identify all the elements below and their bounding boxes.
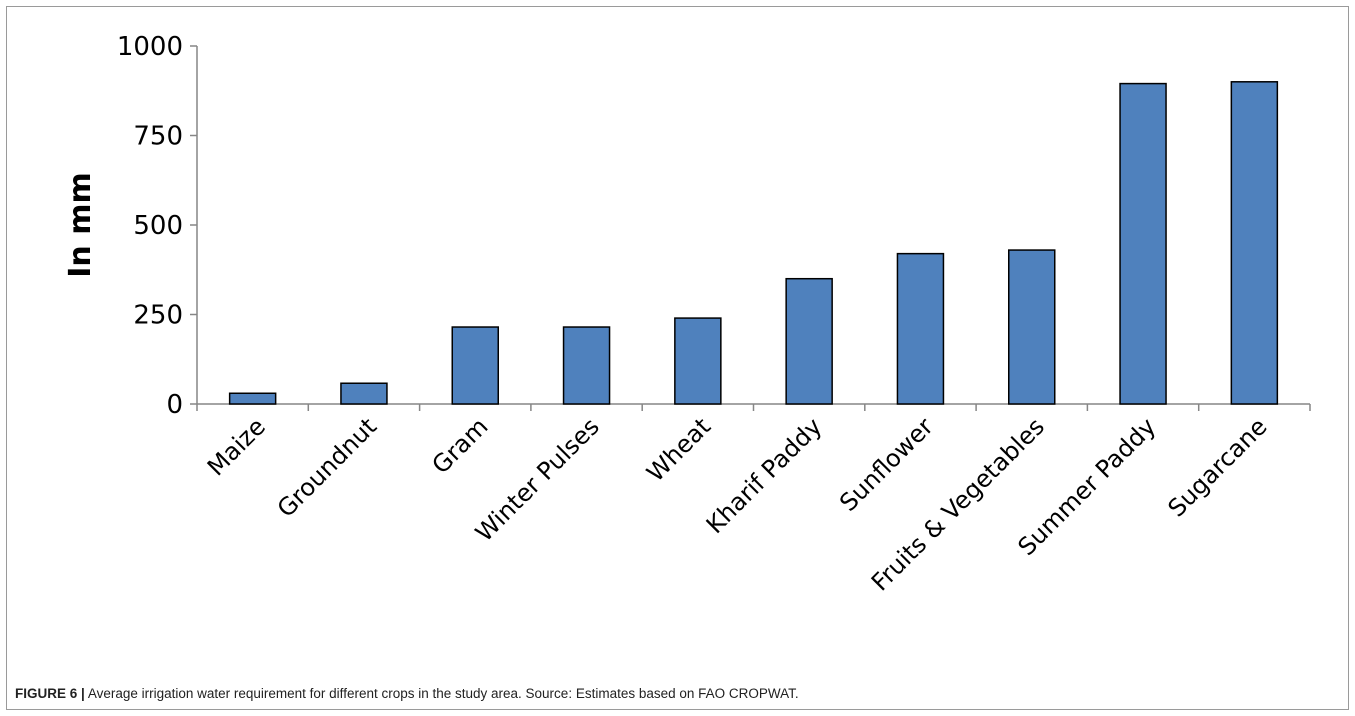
bar-4 — [562, 326, 611, 405]
bars — [228, 81, 1279, 405]
category-label: Groundnut — [272, 412, 382, 522]
bar-1 — [228, 392, 277, 405]
y-tick-label: 250 — [133, 301, 183, 331]
bar-chart: In mm 0 250 500 750 1000 Maize Groundnut Gram W… — [63, 32, 1311, 597]
x-axis — [196, 403, 1311, 411]
y-tick-label: 500 — [133, 211, 183, 241]
category-label: Maize — [202, 412, 271, 481]
figure-number: FIGURE 6 | — [15, 686, 85, 701]
category-label: Sugarcane — [1163, 412, 1273, 522]
bar-8 — [1008, 249, 1056, 405]
bar-5 — [674, 317, 722, 405]
figure-caption: FIGURE 6 | Average irrigation water requ… — [15, 686, 1335, 701]
y-tick-label: 750 — [133, 122, 183, 152]
bar-3 — [451, 326, 499, 405]
bar-9 — [1119, 82, 1167, 405]
y-tick-label: 0 — [166, 390, 183, 420]
category-label: Wheat — [641, 412, 716, 487]
category-label: Kharif Paddy — [701, 412, 828, 539]
category-label: Sunflower — [834, 412, 939, 517]
bar-7 — [896, 252, 945, 405]
caption-text: Average irrigation water requirement for… — [87, 686, 799, 701]
bar-6 — [785, 277, 833, 405]
y-tick-label: 1000 — [117, 32, 183, 62]
bar-10 — [1230, 81, 1279, 405]
bar-2 — [340, 382, 388, 405]
category-label: Gram — [427, 412, 494, 479]
y-axis-label: In mm — [63, 172, 98, 277]
y-axis: 0 250 500 750 1000 — [117, 32, 198, 420]
